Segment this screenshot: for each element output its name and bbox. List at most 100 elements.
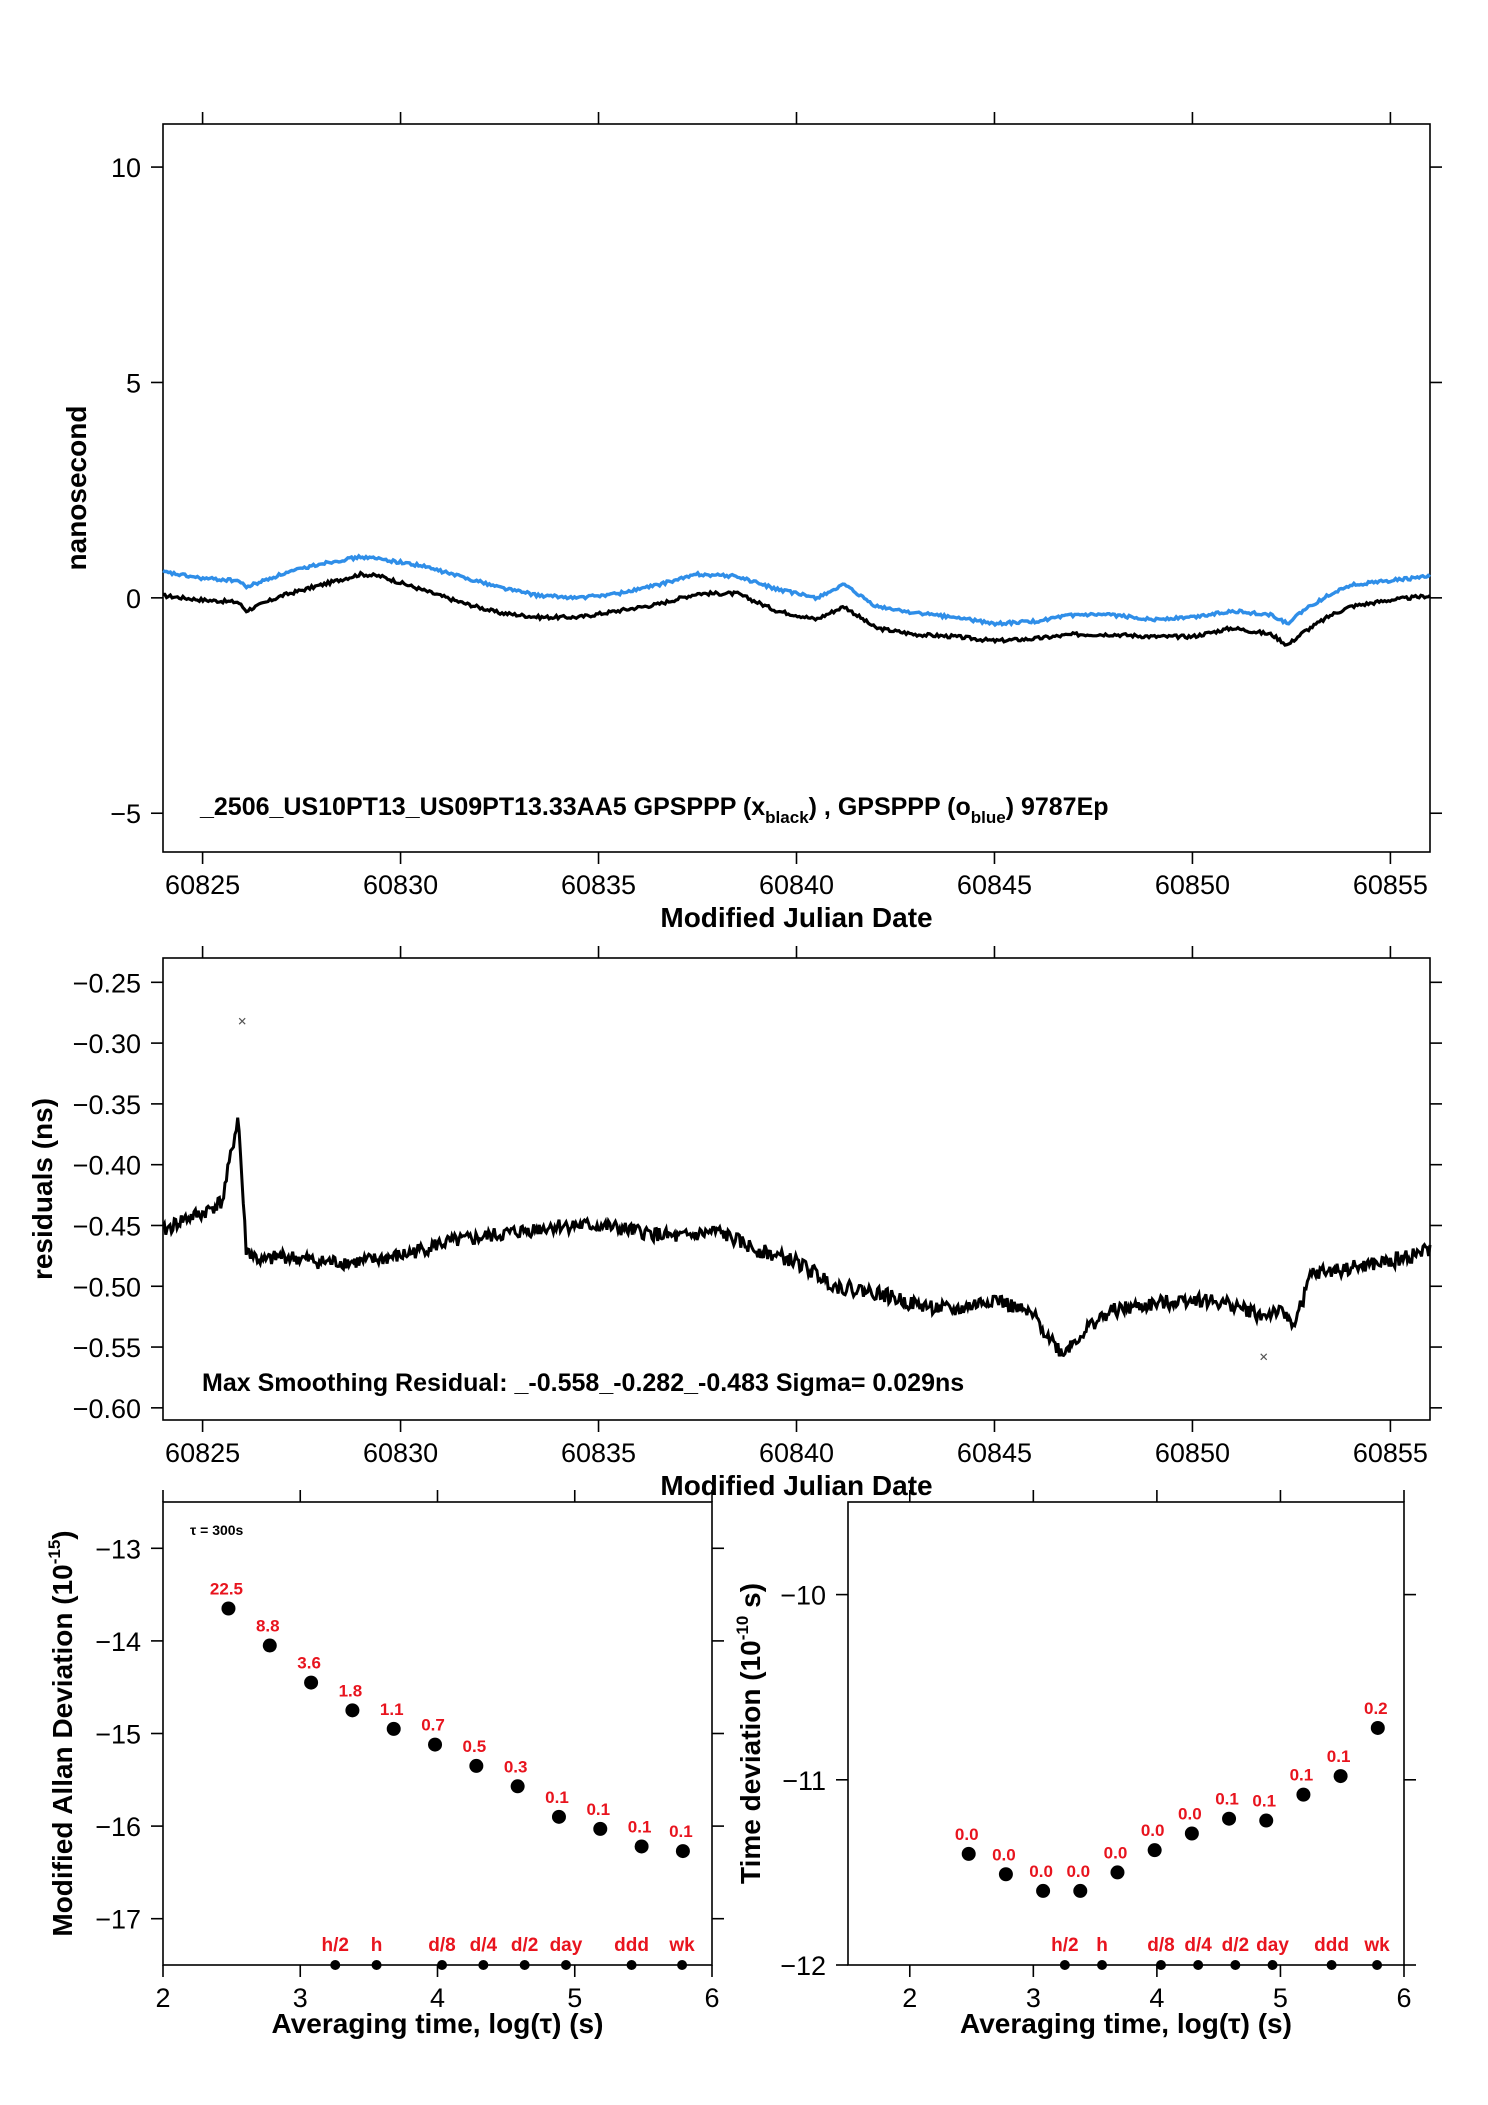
point-label: 0.1	[586, 1800, 610, 1819]
point-label: 0.1	[1327, 1747, 1351, 1766]
data-point	[675, 1844, 690, 1859]
y-axis-label-main: Time deviation (10	[735, 1640, 766, 1884]
y-tick-label: −0.35	[73, 1090, 141, 1120]
point-label: 0.3	[504, 1757, 528, 1776]
outlier-point	[1260, 1353, 1268, 1361]
point-label: 0.7	[421, 1716, 445, 1735]
y-tick-label: −16	[95, 1812, 141, 1842]
y-tick-label: −12	[780, 1951, 826, 1981]
time-marker-dot	[1230, 1960, 1241, 1970]
point-label: 0.1	[669, 1822, 693, 1841]
data-point	[1184, 1826, 1199, 1841]
time-marker-dot	[1326, 1960, 1337, 1970]
time-marker-label: h	[371, 1935, 383, 1956]
tdev-plot: 2 3 4 5 6 −12 −11 −10 Averaging time, log(τ) (s)…	[733, 1490, 1416, 2039]
annotation-suffix: ) 9787Ep	[1006, 793, 1109, 821]
time-marker-dot	[626, 1960, 637, 1970]
y-tick-label: −0.50	[73, 1272, 141, 1302]
time-marker-dot	[330, 1960, 341, 1970]
y-tick-label: −0.60	[73, 1394, 141, 1424]
point-label: 0.0	[992, 1845, 1016, 1864]
x-tick-label: 60845	[957, 1438, 1032, 1468]
data-point	[551, 1809, 566, 1824]
data-point	[1333, 1769, 1348, 1784]
x-tick-label: 3	[293, 1983, 308, 2013]
x-tick-label: 4	[430, 1983, 445, 2013]
y-tick-label: −14	[95, 1627, 141, 1657]
x-tick-label: 60825	[165, 1438, 240, 1468]
point-label: 0.0	[1141, 1821, 1165, 1840]
data-point	[1222, 1811, 1237, 1826]
y-tick-label: −13	[95, 1534, 141, 1564]
time-marker-label: d/4	[1184, 1935, 1212, 1956]
point-label: 3.6	[297, 1654, 321, 1673]
x-axis-label: Modified Julian Date	[660, 1470, 932, 1501]
plot-frame	[162, 957, 1431, 1421]
y-tick-label: 0	[126, 584, 141, 614]
tau-note: τ = 300s	[190, 1522, 244, 1538]
time-marker-dot	[560, 1960, 571, 1970]
y-tick-label: −15	[95, 1720, 141, 1750]
x-axis-label: Averaging time, log(τ) (s)	[272, 2008, 604, 2039]
point-label: 0.2	[1364, 1699, 1388, 1718]
time-marker-label: d/8	[1147, 1935, 1174, 1956]
data-point	[961, 1846, 976, 1861]
time-marker-dot	[1059, 1960, 1070, 1970]
x-tick-label: 60825	[165, 870, 240, 900]
data-point	[262, 1638, 277, 1653]
data-point	[469, 1758, 484, 1773]
data-point	[345, 1703, 360, 1718]
time-marker-dot	[371, 1960, 382, 1970]
data-point	[1259, 1813, 1274, 1828]
y-tick-label: −0.30	[73, 1029, 141, 1059]
point-label: 0.0	[1029, 1862, 1053, 1881]
time-marker-label: day	[1256, 1935, 1289, 1956]
series-annotation: _2506_US10PT13_US09PT13.33AA5 GPSPPP (xb…	[199, 793, 1109, 827]
x-tick-label: 5	[1273, 1983, 1288, 2013]
time-marker-label: d/8	[428, 1935, 455, 1956]
point-label: 22.5	[210, 1579, 243, 1598]
y-tick-label: −17	[95, 1905, 141, 1935]
x-tick-label: 2	[902, 1983, 917, 2013]
blue-series-line	[162, 553, 1432, 628]
x-tick-label: 60830	[363, 1438, 438, 1468]
time-marker-dot	[1155, 1960, 1166, 1970]
annotation-sub-black: black	[765, 808, 809, 827]
x-tick-label: 60830	[363, 870, 438, 900]
time-marker-dot	[1193, 1960, 1204, 1970]
point-label: 0.1	[545, 1788, 569, 1807]
data-point	[634, 1839, 649, 1854]
black-series-line	[163, 570, 1431, 647]
x-axis-label: Averaging time, log(τ) (s)	[960, 2008, 1292, 2039]
x-tick-label: 3	[1026, 1983, 1041, 2013]
y-tick-label: −0.25	[73, 968, 141, 998]
time-marker-label: ddd	[1314, 1935, 1349, 1956]
time-marker-label: d/2	[1222, 1935, 1249, 1956]
data-point	[998, 1867, 1013, 1882]
time-marker-label: day	[550, 1935, 583, 1956]
x-tick-label: 60855	[1353, 870, 1428, 900]
point-label: 0.1	[1290, 1766, 1314, 1785]
x-axis-label: Modified Julian Date	[660, 902, 932, 933]
data-point	[593, 1821, 608, 1836]
y-axis-label-exponent: -10	[733, 1616, 752, 1641]
y-tick-label: −11	[782, 1766, 826, 1796]
point-label: 1.8	[339, 1681, 363, 1700]
time-marker-label: ddd	[614, 1935, 649, 1956]
time-marker-label: wk	[668, 1935, 695, 1956]
point-label: 0.0	[1066, 1862, 1090, 1881]
time-marker-dot	[519, 1960, 530, 1970]
data-point	[1296, 1787, 1311, 1802]
x-tick-label: 4	[1149, 1983, 1164, 2013]
annotation-sub-blue: blue	[971, 808, 1006, 827]
residuals-plot: 60825 60830 60835 60840 60845 60850 60855 −0.60…	[27, 946, 1442, 1501]
x-tick-label: 60850	[1155, 1438, 1230, 1468]
time-marker-dot	[1097, 1960, 1108, 1970]
data-point	[1073, 1883, 1088, 1898]
data-point	[1147, 1843, 1162, 1858]
y-tick-label: −0.55	[73, 1333, 141, 1363]
annotation-mid: ) , GPSPPP (o	[809, 793, 971, 821]
x-tick-label: 6	[1396, 1983, 1411, 2013]
y-tick-label: 5	[126, 368, 141, 398]
